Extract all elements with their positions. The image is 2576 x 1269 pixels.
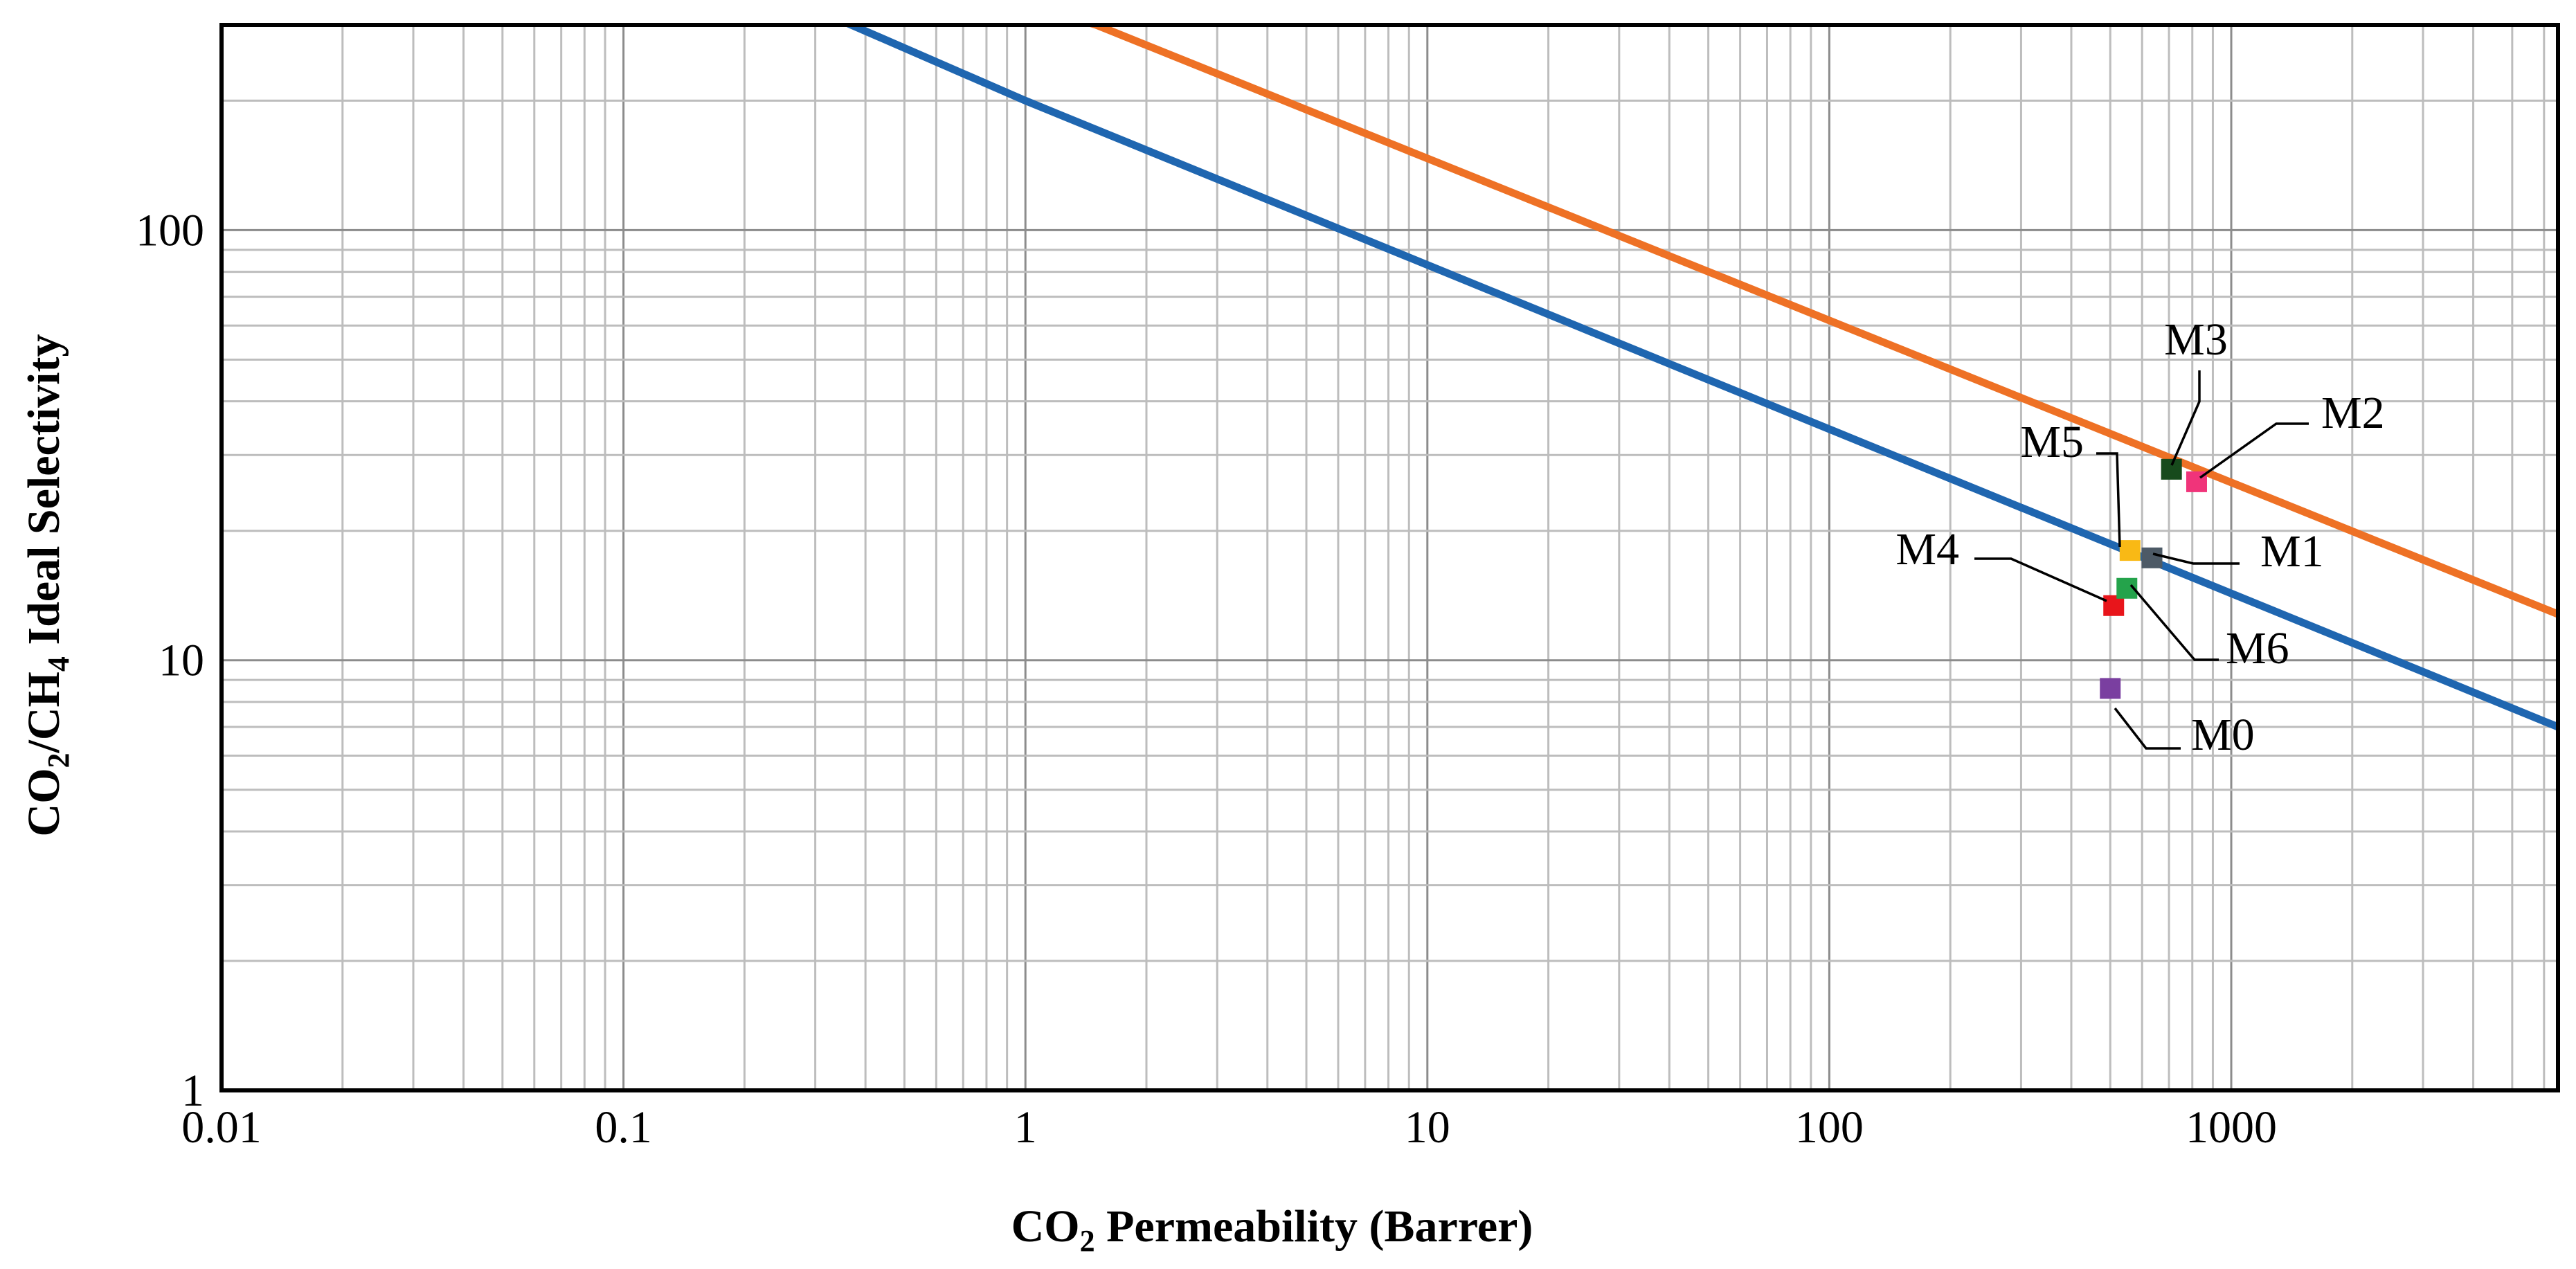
grid: [220, 24, 2558, 1092]
point-m0: [2100, 678, 2121, 699]
x-tick-label: 1000: [2186, 1102, 2277, 1153]
leader-m5: [2096, 452, 2121, 548]
x-tick-labels: 0.01 0.1 1 10 100 1000: [181, 1102, 2277, 1153]
x-tick-label: 100: [1795, 1102, 1864, 1153]
y-axis-title-a: CO: [19, 768, 69, 836]
x-axis-title: CO2 Permeability (Barrer): [1011, 1201, 1533, 1258]
point-m3: [2161, 458, 2182, 480]
label-m2: M2: [2321, 388, 2385, 438]
leader-m4: [1974, 557, 2107, 602]
x-axis-title-main: CO: [1011, 1201, 1080, 1252]
x-axis-title-rest: Permeability (Barrer): [1095, 1201, 1533, 1252]
leader-m2: [2199, 422, 2309, 479]
label-m1: M1: [2260, 526, 2324, 577]
y-axis-title-a-sub: 2: [42, 753, 75, 768]
x-tick-label: 10: [1405, 1102, 1450, 1153]
leader-m0: [2114, 707, 2181, 750]
upper-bound-orange: [1083, 25, 2558, 618]
label-m6: M6: [2226, 623, 2289, 674]
label-m4: M4: [1895, 524, 1959, 575]
x-tick-label: 0.1: [595, 1102, 652, 1153]
x-tick-label: 0.01: [181, 1102, 262, 1153]
x-axis-title-sub: 2: [1080, 1224, 1095, 1258]
leader-m1: [2152, 552, 2240, 565]
y-tick-label: 10: [159, 636, 204, 686]
y-axis-title-b-sub: 4: [42, 656, 75, 672]
label-m0: M0: [2191, 710, 2255, 760]
upper-bound-blue: [841, 25, 2558, 731]
y-axis-title-c: Ideal Selectivity: [19, 334, 69, 657]
y-axis-title-b: /CH: [19, 672, 69, 753]
y-tick-label: 1: [181, 1065, 204, 1116]
label-m5: M5: [2020, 417, 2084, 467]
y-axis-title: CO2/CH4 Ideal Selectivity: [19, 334, 75, 837]
trade-off-lines: [841, 25, 2558, 731]
leader-m6: [2129, 584, 2219, 661]
y-tick-labels: 1 10 100: [136, 205, 204, 1116]
point-m1: [2141, 547, 2163, 568]
leader-m3: [2170, 370, 2201, 466]
point-m5: [2119, 540, 2141, 561]
plot-frame: [219, 23, 2560, 1092]
y-tick-label: 100: [136, 205, 204, 255]
label-m3: M3: [2164, 314, 2228, 365]
x-tick-label: 1: [1014, 1102, 1037, 1153]
point-labels: M0 M1 M2 M3 M4 M5 M6: [1895, 314, 2384, 760]
